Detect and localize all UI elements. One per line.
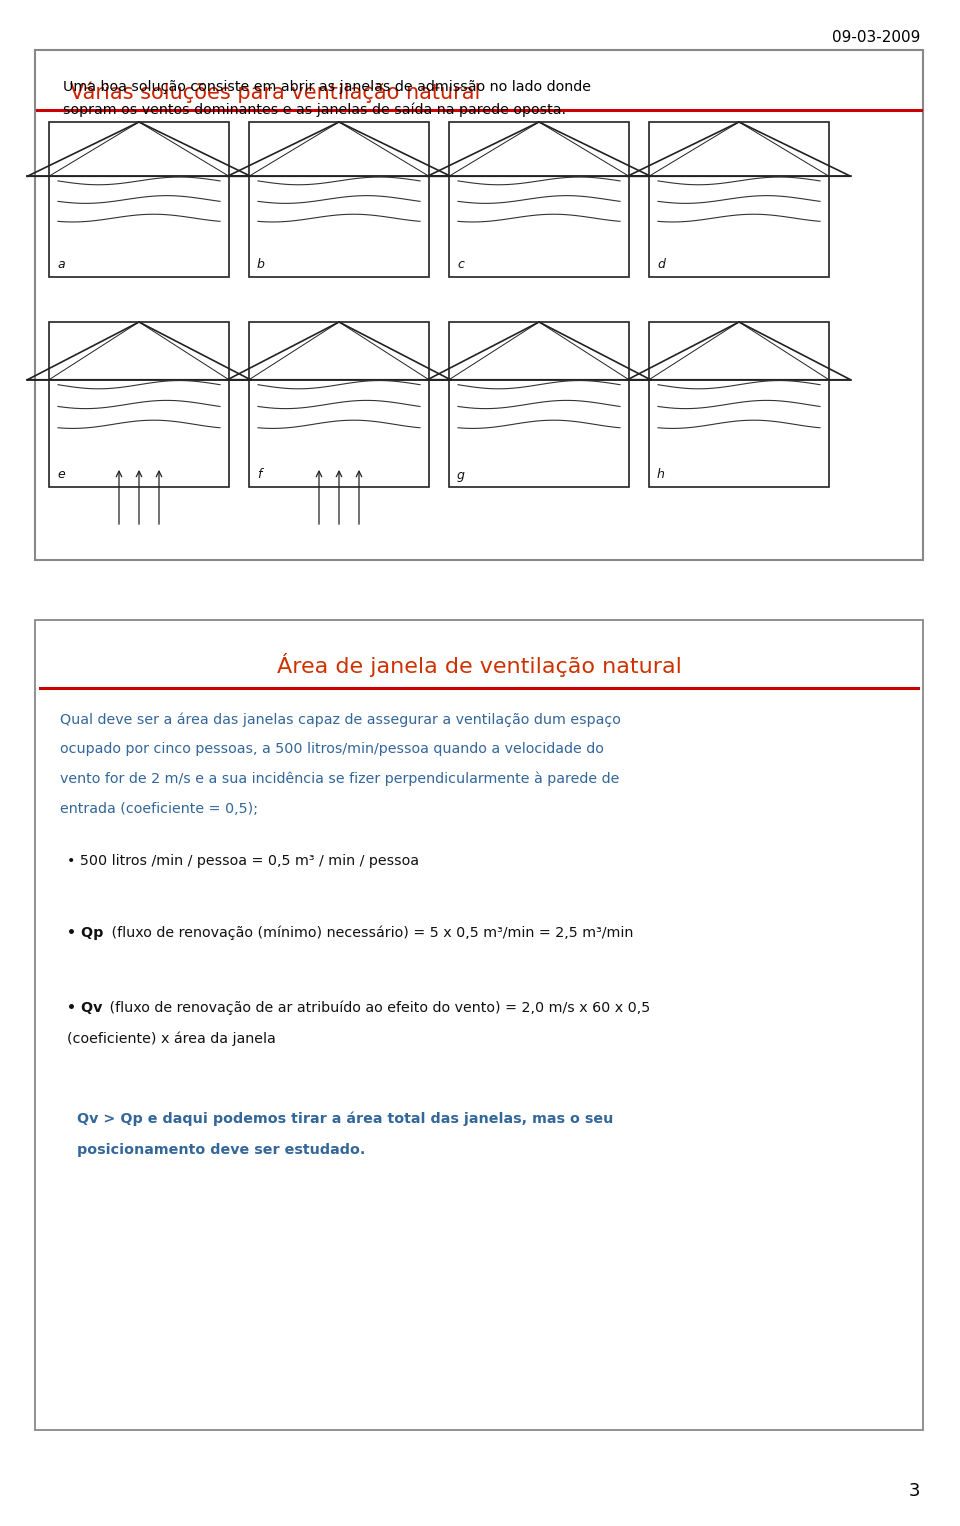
Text: d: d [657,258,665,272]
Text: (fluxo de renovação (mínimo) necessário) = 5 x 0,5 m³/min = 2,5 m³/min: (fluxo de renovação (mínimo) necessário)… [107,926,634,940]
Bar [449,322,629,487]
Bar [249,322,429,487]
Bar [449,122,629,278]
Text: a: a [57,258,64,272]
Bar [35,620,923,1430]
Text: Área de janela de ventilação natural: Área de janela de ventilação natural [276,653,682,678]
Text: entrada (coeficiente = 0,5);: entrada (coeficiente = 0,5); [60,803,258,816]
Text: Uma boa solução consiste em abrir as janelas de admissão no lado donde
sopram os: Uma boa solução consiste em abrir as jan… [63,79,591,116]
Text: posicionamento deve ser estudado.: posicionamento deve ser estudado. [77,1143,366,1157]
Text: • Qp: • Qp [67,926,104,940]
Text: g: g [457,468,465,482]
Text: e: e [57,468,64,482]
Text: 3: 3 [908,1482,920,1500]
Text: Qv > Qp e daqui podemos tirar a área total das janelas, mas o seu: Qv > Qp e daqui podemos tirar a área tot… [77,1111,613,1126]
Bar [649,322,829,487]
Text: 09-03-2009: 09-03-2009 [831,31,920,44]
Text: Qual deve ser a área das janelas capaz de assegurar a ventilação dum espaço: Qual deve ser a área das janelas capaz d… [60,713,621,726]
Bar [49,122,229,278]
Text: vento for de 2 m/s e a sua incidência se fizer perpendicularmente à parede de: vento for de 2 m/s e a sua incidência se… [60,772,619,786]
Text: (coeficiente) x área da janela: (coeficiente) x área da janela [67,1032,276,1045]
Text: • Qv: • Qv [67,1001,103,1015]
Bar [35,50,923,560]
Bar [649,122,829,278]
Text: (fluxo de renovação de ar atribuído ao efeito do vento) = 2,0 m/s x 60 x 0,5: (fluxo de renovação de ar atribuído ao e… [105,1001,650,1015]
Text: ocupado por cinco pessoas, a 500 litros/min/pessoa quando a velocidade do: ocupado por cinco pessoas, a 500 litros/… [60,742,604,755]
Text: Várias soluções para ventilação natural: Várias soluções para ventilação natural [70,81,480,102]
Text: c: c [457,258,464,272]
Text: b: b [257,258,265,272]
Text: • 500 litros /min / pessoa = 0,5 m³ / min / pessoa: • 500 litros /min / pessoa = 0,5 m³ / mi… [67,855,419,868]
Text: h: h [657,468,665,482]
Text: f: f [257,468,261,482]
Bar [249,122,429,278]
Bar [49,322,229,487]
